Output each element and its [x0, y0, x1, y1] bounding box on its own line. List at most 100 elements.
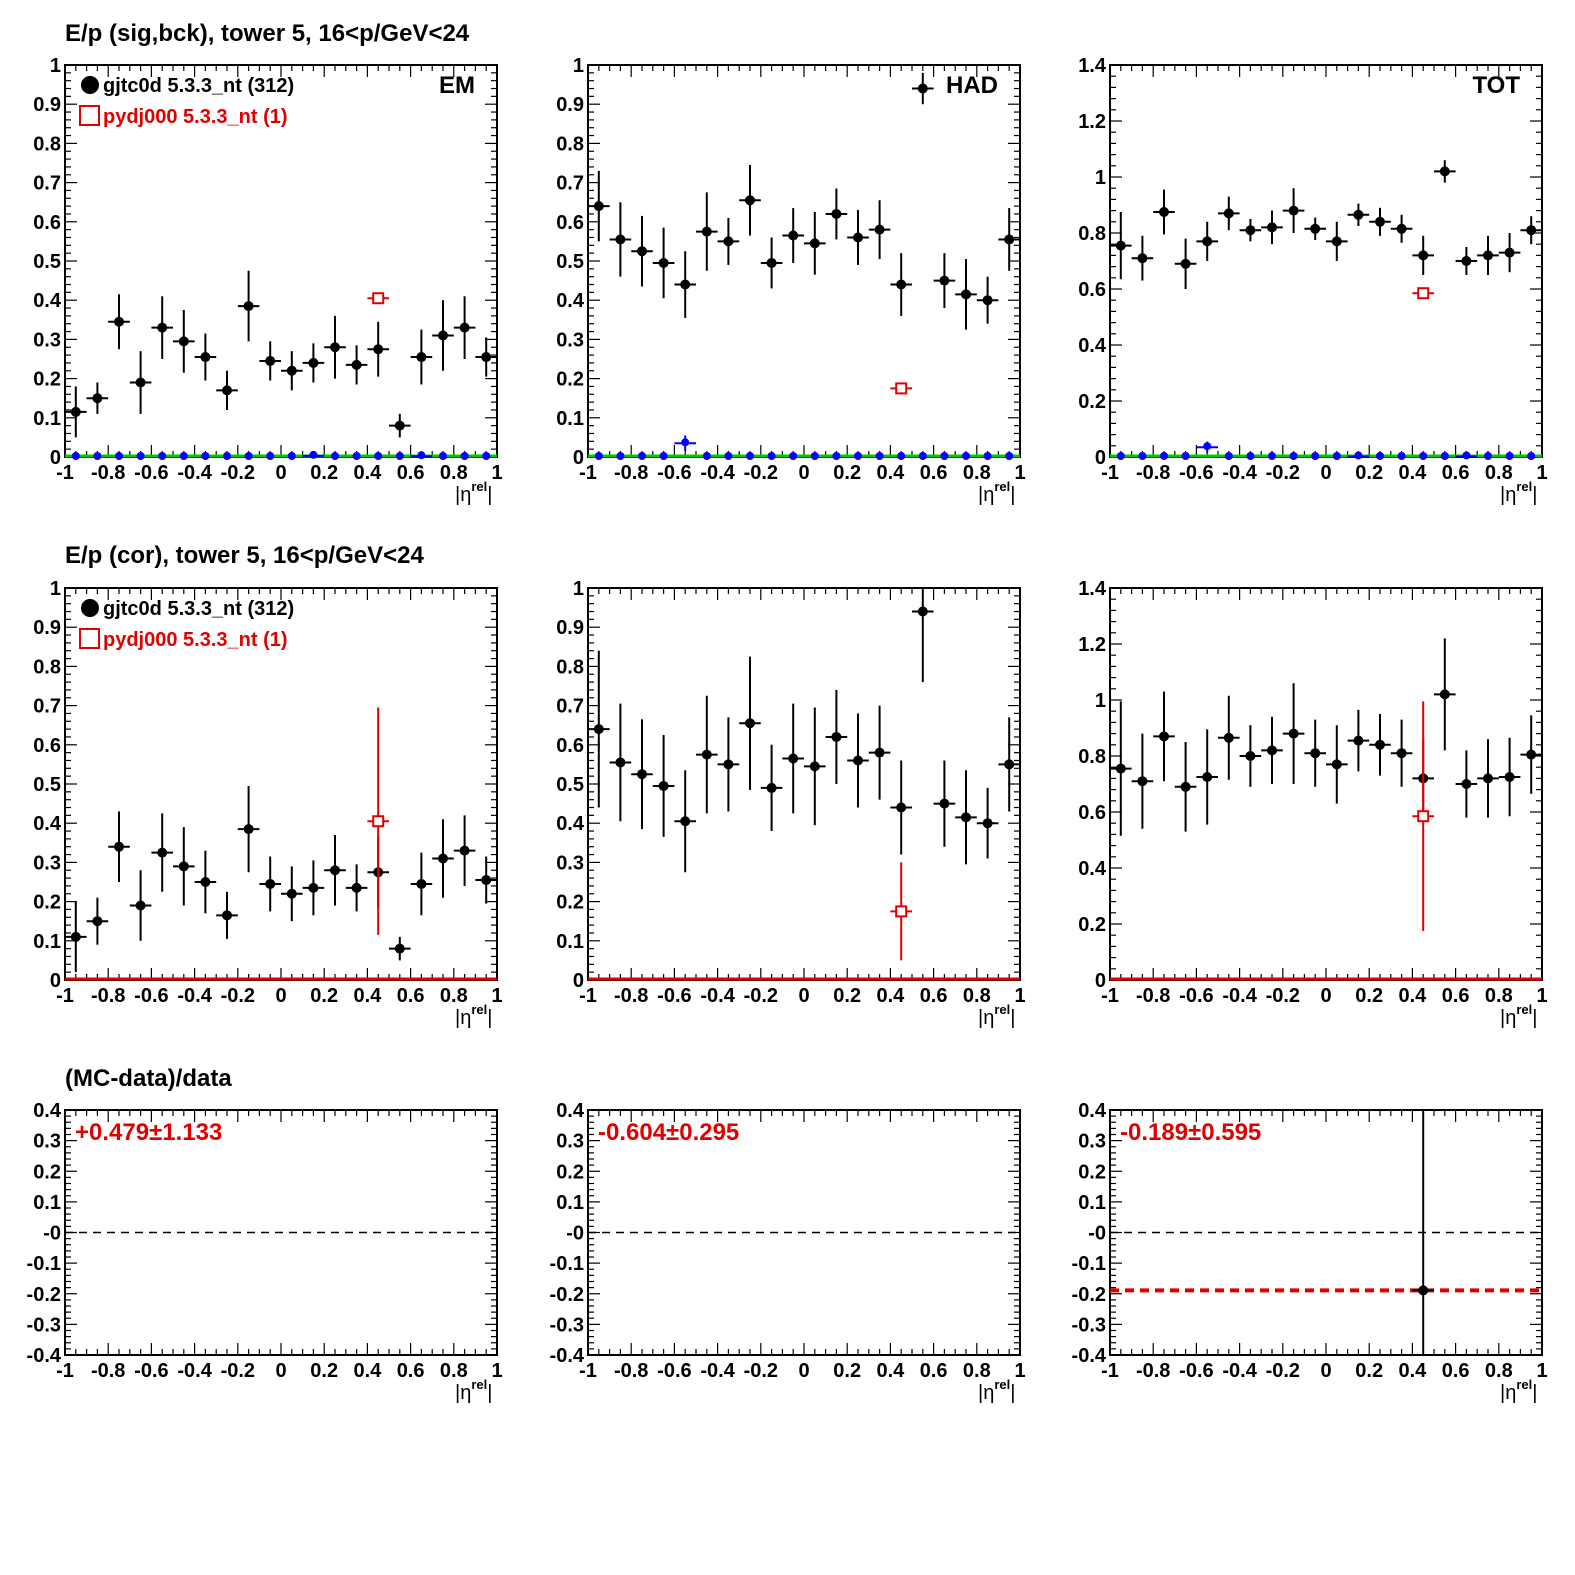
y-tick-label: 0.3 — [556, 852, 584, 874]
background-point — [789, 452, 798, 460]
x-tick-label: 0.8 — [1485, 1360, 1513, 1382]
background-point — [918, 452, 927, 460]
x-tick-label: -0.8 — [1136, 985, 1170, 1007]
y-tick-label: 0.4 — [556, 1100, 585, 1122]
background-point — [1203, 442, 1212, 451]
x-tick-label: -0.4 — [1222, 462, 1257, 484]
background-point — [1246, 452, 1255, 460]
row-title-sig: E/p (sig,bck), tower 5, 16<p/GeV<24 — [65, 20, 470, 47]
y-tick-label: -0.2 — [27, 1284, 61, 1306]
data-point — [1223, 208, 1234, 219]
data-point — [1331, 236, 1342, 247]
x-axis-label-bar: | — [487, 1382, 492, 1404]
background-point — [1160, 452, 1168, 460]
x-axis-label-sup: rel — [471, 1002, 487, 1017]
data-point — [438, 330, 448, 341]
x-tick-label: 0.4 — [876, 462, 905, 484]
y-tick-label: 0.8 — [33, 656, 61, 678]
x-axis-label: |ηrel| — [1500, 479, 1537, 506]
x-tick-label: 0.6 — [920, 1360, 948, 1382]
y-tick-label: -0.3 — [550, 1314, 584, 1336]
data-point — [308, 357, 319, 368]
x-axis-label-bar: | — [1010, 1382, 1015, 1404]
background-point — [1224, 452, 1233, 460]
y-tick-label: -0.4 — [27, 1345, 62, 1367]
data-point — [1004, 759, 1015, 770]
background-point — [374, 452, 383, 460]
y-tick-label: 1 — [573, 55, 584, 77]
y-tick-label: 0 — [50, 447, 61, 469]
data-point — [351, 359, 362, 370]
y-tick-label: 0.4 — [556, 813, 585, 835]
y-tick-label: 0.2 — [33, 369, 61, 391]
background-point — [1332, 452, 1341, 460]
x-tick-label: 0.4 — [1398, 985, 1427, 1007]
data-point — [658, 780, 669, 791]
background-point — [1376, 452, 1384, 460]
background-point — [482, 452, 491, 460]
x-tick-label: 0.8 — [440, 1360, 468, 1382]
chart-cor-em: -1 -0.8 -0.6 -0.4 -0.2 0 0.2 0.4 0.6 0.8 1|ηrel|00… — [33, 578, 502, 1029]
data-point — [917, 606, 928, 617]
x-tick-label: 0.4 — [353, 462, 382, 484]
x-tick-label: 0.2 — [833, 985, 861, 1007]
y-tick-label: -0 — [43, 1223, 61, 1245]
data-point — [114, 316, 124, 327]
x-axis-label-bar: | — [487, 1007, 492, 1029]
data-point — [853, 755, 863, 766]
data-point — [658, 257, 669, 268]
x-tick-label: -0.4 — [700, 462, 735, 484]
data-point — [1483, 250, 1493, 261]
y-tick-label: 0.7 — [556, 173, 584, 195]
mc-point — [895, 382, 908, 395]
x-tick-label: 0.4 — [876, 985, 905, 1007]
data-point — [637, 769, 647, 780]
background-point — [940, 452, 949, 460]
y-tick-label: 1 — [1095, 690, 1106, 712]
panel-tag: EM — [439, 72, 475, 99]
data-point — [1137, 776, 1148, 787]
x-axis-label: |ηrel| — [455, 479, 492, 506]
x-tick-label: 0 — [1320, 462, 1331, 484]
x-tick-label: -0.6 — [134, 985, 168, 1007]
x-tick-label: 0.8 — [1485, 985, 1513, 1007]
background-point — [1462, 451, 1471, 460]
x-tick-label: 0.6 — [397, 985, 425, 1007]
y-tick-label: 0.3 — [556, 329, 584, 351]
x-axis-label-sup: rel — [1516, 1002, 1532, 1017]
x-axis-label-sup: rel — [1516, 1377, 1532, 1392]
x-tick-label: 0 — [1320, 985, 1331, 1007]
x-tick-label: -0.6 — [657, 1360, 691, 1382]
data-point — [1353, 735, 1364, 746]
data-point — [92, 393, 103, 404]
x-tick-label: 0 — [798, 985, 809, 1007]
y-tick-label: 0.7 — [556, 696, 584, 718]
x-axis-label-bar: | — [1532, 484, 1537, 506]
x-tick-label: -0.8 — [614, 1360, 648, 1382]
x-axis-label: |ηrel| — [978, 479, 1015, 506]
background-point — [1005, 452, 1014, 460]
data-point — [637, 246, 647, 257]
data-point — [788, 753, 799, 764]
y-tick-label: -0 — [566, 1223, 584, 1245]
chart-sig-em: -1 -0.8 -0.6 -0.4 -0.2 0 0.2 0.4 0.6 0.8 1|ηrel|00… — [33, 55, 502, 506]
data-point — [1288, 205, 1299, 216]
data-point — [308, 882, 319, 893]
data-point — [615, 234, 626, 245]
x-tick-label: -1 — [56, 1360, 74, 1382]
x-tick-label: 0.2 — [310, 1360, 338, 1382]
data-point — [394, 420, 405, 431]
y-tick-label: 0.1 — [33, 1192, 61, 1214]
data-point — [373, 344, 384, 355]
background-point — [287, 452, 296, 460]
x-tick-label: -0.6 — [134, 1360, 168, 1382]
chart-ratio-em: -1 -0.8 -0.6 -0.4 -0.2 0 0.2 0.4 0.6 0.8 1|ηrel| -0… — [27, 1100, 503, 1404]
data-point — [1504, 247, 1515, 258]
data-point — [723, 236, 734, 247]
background-point — [1440, 452, 1449, 460]
x-axis-label: |ηrel| — [1500, 1002, 1537, 1029]
x-tick-label: 0.8 — [963, 985, 991, 1007]
x-tick-label: 1 — [1536, 985, 1547, 1007]
x-tick-label: -1 — [56, 462, 74, 484]
y-tick-label: 0.2 — [556, 892, 584, 914]
